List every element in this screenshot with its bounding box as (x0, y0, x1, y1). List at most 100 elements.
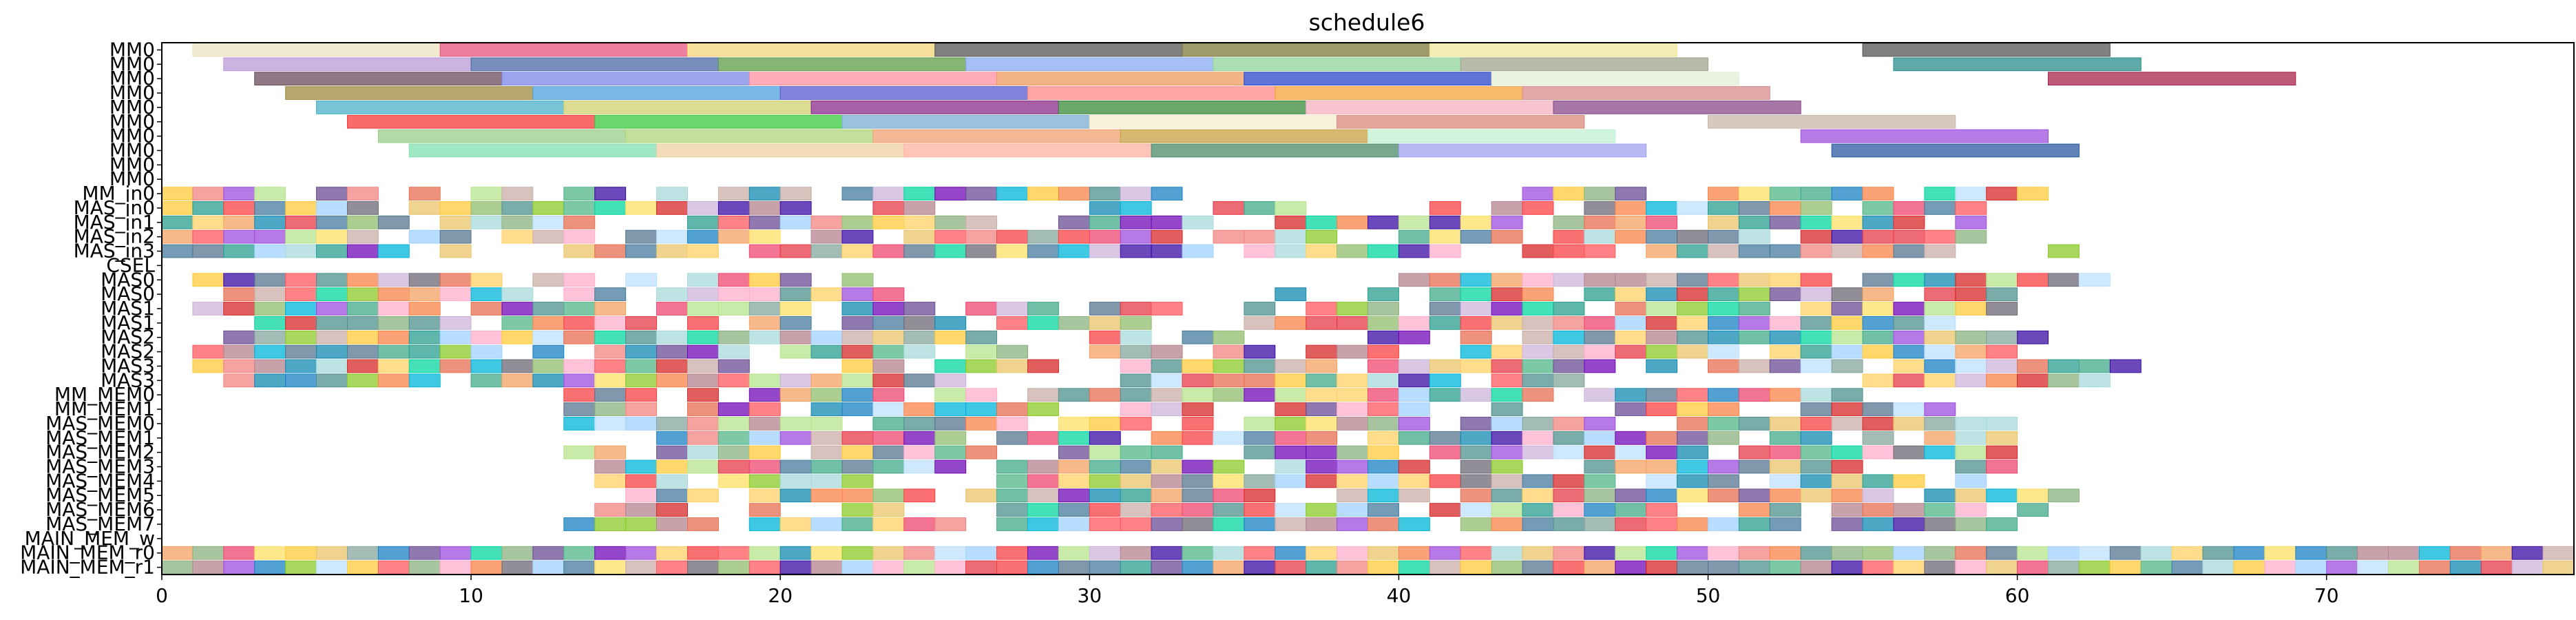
task-bar (470, 546, 503, 560)
task-bar (1460, 474, 1492, 488)
task-bar (594, 187, 627, 200)
task-bar (1708, 187, 1739, 200)
task-bar (1615, 316, 1647, 330)
row-label: MM0 (109, 52, 155, 75)
task-bar (1275, 546, 1307, 560)
task-bar (1584, 503, 1616, 517)
task-bar (2449, 546, 2482, 560)
task-bar (1708, 417, 1739, 431)
task-bar (408, 546, 441, 560)
task-bar (1708, 459, 1739, 474)
task-bar (1677, 344, 1709, 359)
task-bar (1398, 273, 1430, 287)
task-bar (1708, 402, 1739, 416)
task-bar (934, 431, 967, 445)
task-bar (408, 344, 441, 359)
task-bar (1182, 503, 1214, 517)
task-bar (656, 517, 688, 531)
task-bar (1368, 445, 1399, 459)
task-bar (1893, 273, 1925, 287)
task-bar (1213, 201, 1245, 215)
task-bar (903, 229, 936, 244)
task-bar (316, 359, 348, 373)
task-bar (841, 302, 874, 316)
task-bar (1615, 402, 1647, 416)
task-bar (1584, 316, 1616, 330)
task-bar (841, 546, 874, 560)
row-label: MAS_MEM4 (45, 469, 155, 492)
task-bar (1398, 359, 1430, 373)
task-bar (934, 229, 967, 244)
task-bar (748, 459, 781, 474)
task-bar (656, 546, 688, 560)
task-bar (1708, 273, 1739, 287)
task-bar (2542, 560, 2575, 575)
task-bar (1491, 388, 1523, 402)
task-bar (1275, 388, 1307, 402)
task-bar (1862, 445, 1894, 459)
task-bar (2048, 72, 2296, 86)
task-bar (1584, 488, 1616, 503)
task-bar (1677, 474, 1709, 488)
task-bar (1244, 517, 1276, 531)
task-bar (1398, 316, 1430, 330)
x-tick-label: 0 (156, 584, 168, 607)
task-bar (903, 402, 936, 416)
task-bar (439, 43, 688, 57)
task-bar (254, 359, 286, 373)
task-bar (1893, 215, 1925, 229)
task-bar (563, 244, 596, 258)
task-bar (1738, 244, 1770, 258)
task-bar (470, 344, 503, 359)
x-axis: 0 10 20 30 40 50 60 70 (156, 575, 2339, 607)
task-bar (779, 287, 812, 302)
task-bar (1491, 273, 1523, 287)
task-bar (779, 187, 812, 200)
task-bar (377, 359, 410, 373)
task-bar (1584, 459, 1616, 474)
task-bar (1924, 488, 1956, 503)
task-bar (1646, 330, 1678, 344)
task-bar (779, 330, 812, 344)
task-bar (285, 330, 317, 344)
task-bar (1120, 546, 1152, 560)
task-bar (872, 459, 905, 474)
task-bar (1924, 517, 1956, 531)
task-bar (1831, 143, 2080, 158)
task-bar (1213, 388, 1245, 402)
task-bar (439, 359, 472, 373)
task-bar (1275, 503, 1307, 517)
task-bar (810, 373, 843, 388)
task-bar (1800, 316, 1832, 330)
task-bar (718, 560, 750, 575)
task-bar (223, 287, 255, 302)
task-bar (1646, 445, 1678, 459)
task-bar (1769, 488, 1801, 503)
task-bar (1862, 273, 1894, 287)
task-bar (625, 417, 658, 431)
task-bar (1831, 302, 1863, 316)
task-bar (687, 344, 719, 359)
task-bar (1120, 388, 1152, 402)
task-bar (934, 546, 967, 560)
task-bar (687, 273, 719, 287)
task-bar (934, 359, 967, 373)
task-bar (1429, 373, 1461, 388)
task-bar (1522, 488, 1554, 503)
task-bar (748, 187, 781, 200)
task-bar (903, 215, 936, 229)
task-bar (1708, 474, 1739, 488)
task-bar (1089, 229, 1121, 244)
task-bar (1924, 359, 1956, 373)
task-bar (1986, 445, 2018, 459)
task-bar (779, 86, 1028, 100)
task-bar (779, 488, 812, 503)
task-bar (872, 388, 905, 402)
task-bar (779, 215, 812, 229)
task-bar (1553, 344, 1585, 359)
task-bar (903, 316, 936, 330)
task-bar (1831, 287, 1863, 302)
task-bar (254, 316, 286, 330)
task-bar (1800, 229, 1832, 244)
task-bar (872, 215, 905, 229)
